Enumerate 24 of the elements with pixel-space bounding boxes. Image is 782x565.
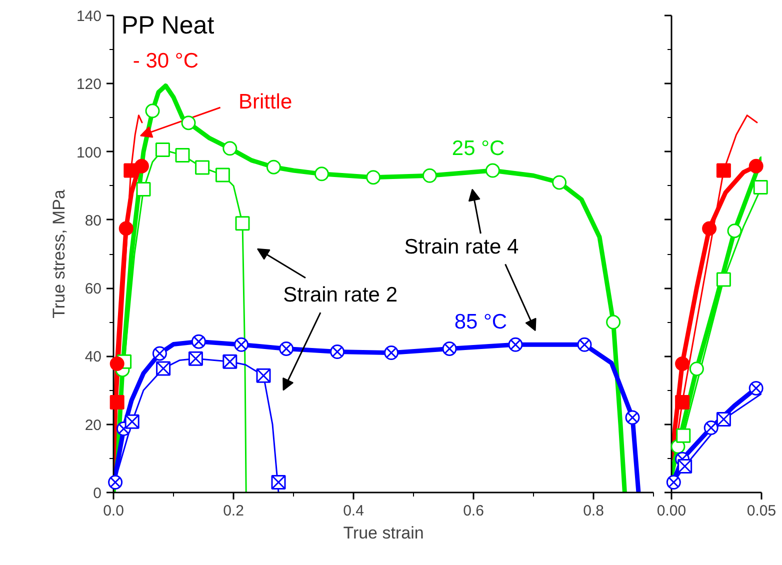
x-tick-label: 0.00 (656, 502, 686, 520)
annotation: Strain rate 2 (283, 283, 398, 306)
x-tick-label: 0.8 (583, 502, 604, 520)
annotation: - 30 °C (132, 49, 198, 72)
x-axis-title: True strain (343, 524, 424, 542)
y-tick-label: 100 (76, 144, 102, 162)
chart-title: PP Neat (122, 12, 214, 40)
x-tick-label: 0.05 (746, 502, 776, 520)
annotation: 25 °C (452, 136, 505, 160)
y-tick-label: 80 (84, 212, 102, 230)
annotation: 85 °C (454, 310, 508, 334)
annotation: Brittle (238, 90, 292, 114)
y-tick-label: 0 (93, 485, 102, 502)
x-tick-label: 0.0 (103, 502, 124, 520)
y-tick-label: 60 (84, 280, 102, 298)
y-tick-label: 40 (84, 348, 102, 366)
y-tick-label: 20 (84, 416, 102, 434)
y-axis-title: True stress, MPa (49, 189, 68, 318)
x-tick-label: 0.4 (343, 502, 364, 520)
x-tick-label: 0.6 (463, 502, 484, 520)
x-tick-label: 0.2 (223, 502, 244, 520)
annotation: Strain rate 4 (404, 236, 520, 259)
y-tick-label: 120 (76, 76, 102, 94)
y-tick-label: 140 (76, 8, 102, 25)
